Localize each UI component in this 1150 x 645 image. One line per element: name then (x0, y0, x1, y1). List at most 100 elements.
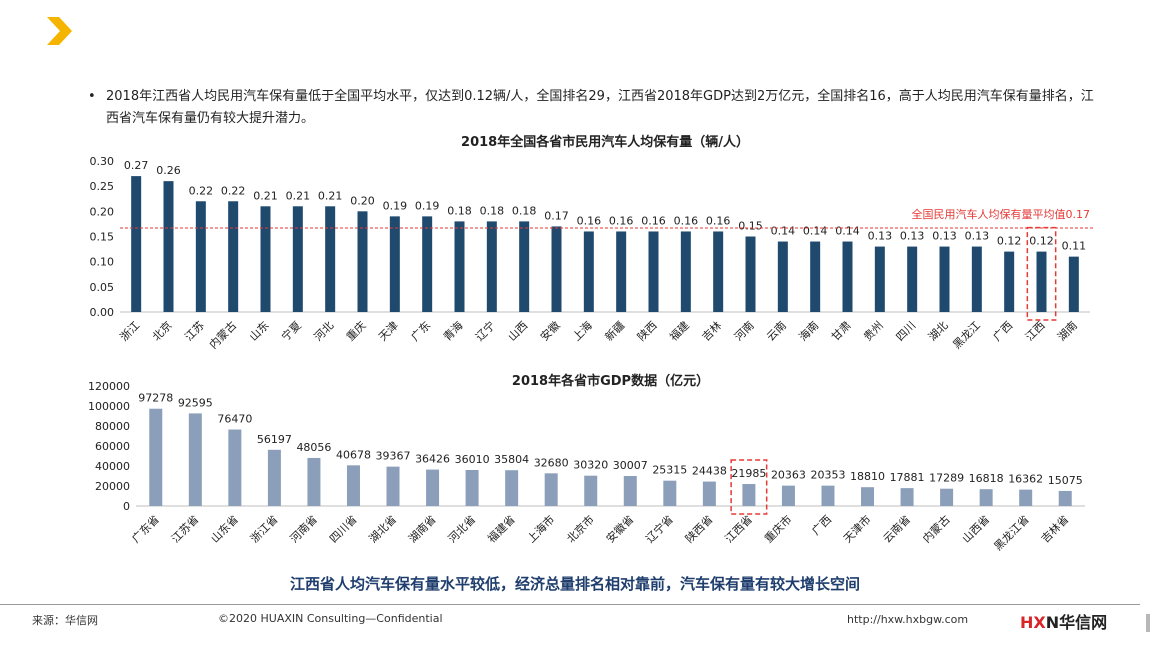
chart-2-x-tick-label: 福建省 (485, 512, 518, 545)
chart-1-bar (389, 216, 400, 312)
chart-1-data-label: 0.12 (1029, 235, 1054, 248)
chart-1-bar (325, 206, 336, 312)
chart-1-bar (1004, 251, 1015, 312)
chart-2-bar (505, 470, 519, 506)
chart-1-x-tick-label: 河南 (732, 319, 757, 344)
chart-1-average-label: 全国民用汽车人均保有量平均值0.17 (912, 207, 1091, 221)
chart-1-data-label: 0.18 (447, 204, 472, 217)
chart-1-x-tick-label: 天津 (376, 319, 401, 344)
chart-2-data-label: 24438 (692, 465, 727, 478)
chart-1-x-tick-label: 江苏 (182, 319, 207, 344)
chart-1-bar (971, 246, 982, 312)
chart-2-title: 2018年各省市GDP数据（亿元） (512, 373, 709, 389)
chart-1-data-label: 0.21 (286, 189, 311, 202)
chart-1-title: 2018年全国各省市民用汽车人均保有量（辆/人） (461, 134, 749, 150)
chart-1-x-tick-label: 辽宁 (472, 318, 497, 343)
chart-1-data-label: 0.16 (577, 214, 602, 227)
chart-1-data-label: 0.19 (383, 199, 408, 212)
chart-2-x-tick-label: 江苏省 (169, 513, 202, 546)
chart-1-bar (454, 221, 465, 312)
chart-1-y-tick-label: 0.00 (90, 306, 115, 319)
chart-1-data-label: 0.26 (156, 164, 181, 177)
chart-1-data-label: 0.12 (997, 235, 1022, 248)
chart-2-data-label: 15075 (1048, 474, 1083, 487)
chart-1-x-tick-label: 云南 (764, 319, 789, 344)
chart-1-x-tick-label: 上海 (569, 318, 594, 343)
chart-1-data-label: 0.16 (674, 214, 699, 227)
chart-1-bar (357, 211, 368, 312)
chart-1-data-label: 0.11 (1062, 240, 1087, 253)
chart-2-data-label: 20353 (810, 469, 845, 482)
chart-1-data-label: 0.16 (641, 214, 666, 227)
footer-url: http://hxw.hxbgw.com (847, 613, 969, 626)
chart-2-x-tick-label: 广东省 (129, 513, 162, 546)
chart-2-y-tick-label: 80000 (95, 420, 130, 433)
chart-2-bar (663, 480, 677, 506)
chart-1-bar (745, 236, 756, 312)
chart-2-x-tick-label: 江西省 (722, 513, 755, 546)
chart-2-data-label: 30320 (573, 459, 608, 472)
chart-2-data-label: 40678 (336, 448, 371, 461)
chart-2-x-tick-label: 上海市 (524, 512, 557, 545)
chart-2-x-tick-label: 湖北省 (367, 513, 400, 546)
huaxin-logo: HXN华信网 (1020, 609, 1107, 633)
chart-2-data-label: 16362 (1008, 473, 1043, 486)
chart-1-x-tick-label: 宁夏 (278, 318, 303, 343)
chart-1-data-label: 0.14 (771, 225, 796, 238)
chart-2-data-label: 17881 (890, 471, 925, 484)
chart-2-highlight-box (730, 459, 768, 515)
chart-2-x-tick-label: 浙江省 (248, 513, 281, 546)
chart-1-data-label: 0.22 (221, 184, 246, 197)
chart-1-x-tick-label: 青海 (440, 318, 465, 343)
chart-2-bar (979, 489, 993, 506)
chart-1-x-tick-label: 陕西 (634, 318, 659, 343)
chart-2-bar (861, 487, 875, 506)
chart-1-data-label: 0.13 (868, 230, 893, 243)
chart-2-data-label: 48056 (296, 441, 331, 454)
chart-2-bar (623, 475, 637, 506)
chart-1-x-tick-label: 甘肃 (829, 319, 854, 344)
chart-2-data-label: 36426 (415, 453, 450, 466)
chart-1-bar (648, 231, 659, 312)
chart-2-x-tick-label: 重庆市 (761, 512, 794, 545)
chart-1-y-tick-label: 0.30 (90, 155, 115, 168)
chart-1-bar (163, 181, 174, 312)
chart-1-bar (777, 241, 788, 312)
chart-2-data-label: 21985 (731, 467, 766, 480)
chart-2-x-tick-label: 四川省 (327, 513, 360, 546)
chart-2-bar (267, 449, 281, 506)
chart-2-x-tick-label: 河北省 (446, 513, 479, 546)
chart-1-y-tick-label: 0.15 (90, 231, 115, 244)
chart-2-data-label: 56197 (257, 433, 292, 446)
chart-1-bar (810, 241, 821, 312)
chart-2-bar (346, 465, 360, 506)
chart-1-bar (713, 231, 724, 312)
chart-2-y-tick-label: 0 (123, 500, 130, 513)
chart-2-data-label: 30007 (613, 459, 648, 472)
chart-2-bar (702, 481, 716, 506)
chart-2-data-label: 20363 (771, 469, 806, 482)
chart-1-data-label: 0.14 (835, 225, 860, 238)
chart-1-x-tick-label: 新疆 (602, 318, 627, 343)
chart-1-data-label: 0.20 (350, 194, 375, 207)
chart-1-bar (907, 246, 918, 312)
chart-1-data-label: 0.17 (544, 209, 569, 222)
chart-1-x-tick-label: 吉林 (699, 318, 724, 343)
chart-1-x-tick-label: 内蒙古 (206, 318, 239, 351)
chart-2-data-label: 35804 (494, 453, 529, 466)
chart-1-bar (551, 226, 562, 312)
chart-2-x-tick-label: 湖南省 (406, 513, 439, 546)
chart-1-data-label: 0.16 (609, 214, 634, 227)
chart-1-y-tick-label: 0.25 (90, 180, 115, 193)
summary-bullet: • 2018年江西省人均民用汽车保有量低于全国平均水平，仅达到0.12辆/人，全… (88, 86, 1098, 130)
chart-2-y-tick-label: 60000 (95, 440, 130, 453)
chart-2-bar (900, 488, 914, 506)
chart-1-y-tick-label: 0.05 (90, 281, 115, 294)
chart-1-bar (1068, 256, 1079, 312)
chart-2-x-tick-label: 山西省 (960, 513, 993, 546)
chart-1-x-tick-label: 江西 (1023, 319, 1048, 344)
chart-1-data-label: 0.14 (803, 225, 828, 238)
chart-1-data-label: 0.13 (932, 230, 957, 243)
chart-1-x-tick-label: 广东 (409, 319, 434, 344)
chart-2-bar (386, 466, 400, 506)
